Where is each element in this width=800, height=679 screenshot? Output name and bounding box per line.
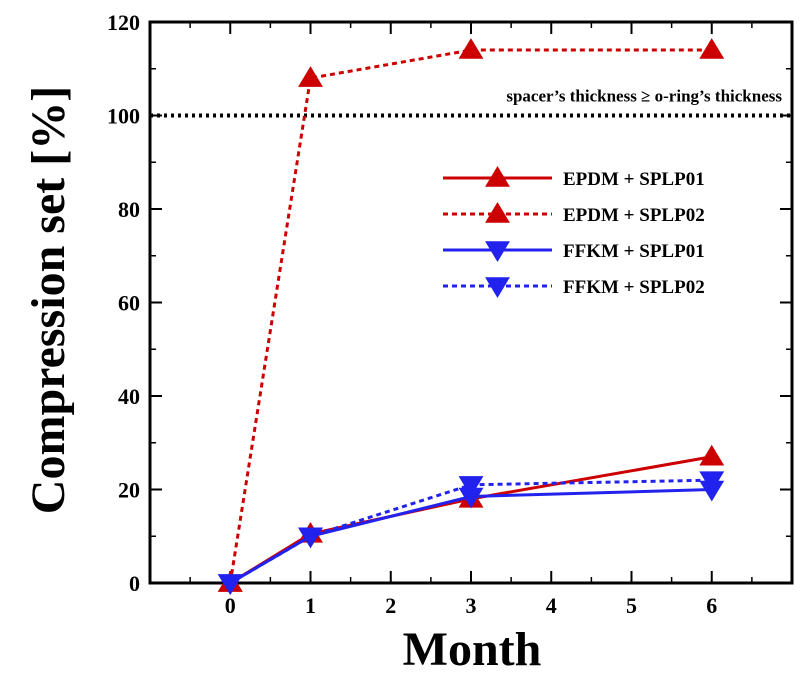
legend-item: FFKM + SPLP01: [443, 241, 705, 262]
legend-swatch-marker: [485, 166, 510, 187]
series-3: [217, 471, 725, 595]
data-point: [298, 527, 323, 549]
y-tick-label: 60: [118, 291, 140, 316]
legend-swatch-marker: [485, 277, 510, 298]
reference-line-label: spacer’s thickness ≥ o-ring’s thickness: [506, 87, 782, 106]
y-axis-title: Compression set [%]: [22, 86, 75, 514]
data-point: [699, 471, 725, 493]
series-layer: [217, 38, 725, 595]
x-tick-label: 6: [706, 593, 717, 618]
x-tick-label: 0: [225, 593, 236, 618]
series-1: [217, 38, 725, 592]
x-tick-label: 3: [466, 593, 477, 618]
data-point: [217, 574, 243, 595]
reference-line-group: spacer’s thickness ≥ o-ring’s thickness: [150, 87, 792, 118]
legend-label: EPDM + SPLP01: [563, 169, 705, 190]
x-tick-label: 5: [626, 593, 637, 618]
x-tick-label: 1: [305, 593, 316, 618]
series-line: [228, 48, 712, 584]
x-axis-ticks: 0 1 2 3 4 5 6: [189, 22, 753, 618]
series-line: [229, 478, 712, 585]
legend-swatch-marker: [485, 241, 510, 262]
legend-label: FFKM + SPLP01: [563, 241, 705, 262]
y-tick-label: 0: [129, 571, 140, 596]
data-point: [458, 38, 484, 59]
y-axis-ticks: 0 20 40 60 80 100 120: [107, 10, 792, 596]
data-point: [458, 476, 484, 497]
y-tick-label: 100: [107, 104, 140, 129]
legend-label: FFKM + SPLP02: [563, 277, 705, 298]
y-tick-label: 120: [107, 10, 140, 35]
legend: EPDM + SPLP01 EPDM + SPLP02 FFKM + SPLP01 F…: [443, 166, 705, 298]
series-0: [217, 444, 725, 592]
x-axis-title: Month: [403, 623, 542, 676]
legend-item: EPDM + SPLP01: [443, 166, 705, 190]
legend-label: EPDM + SPLP02: [563, 205, 705, 226]
x-tick-label: 4: [546, 593, 557, 618]
series-line: [229, 455, 713, 585]
y-tick-label: 80: [118, 197, 140, 222]
data-point: [298, 66, 323, 87]
legend-swatch-marker: [485, 202, 510, 223]
y-tick-label: 20: [118, 478, 140, 503]
legend-item: EPDM + SPLP02: [443, 202, 705, 226]
data-point: [699, 444, 725, 466]
data-point: [699, 38, 725, 59]
y-tick-label: 40: [118, 384, 140, 409]
x-tick-label: 2: [385, 593, 396, 618]
legend-item: FFKM + SPLP02: [443, 277, 705, 298]
